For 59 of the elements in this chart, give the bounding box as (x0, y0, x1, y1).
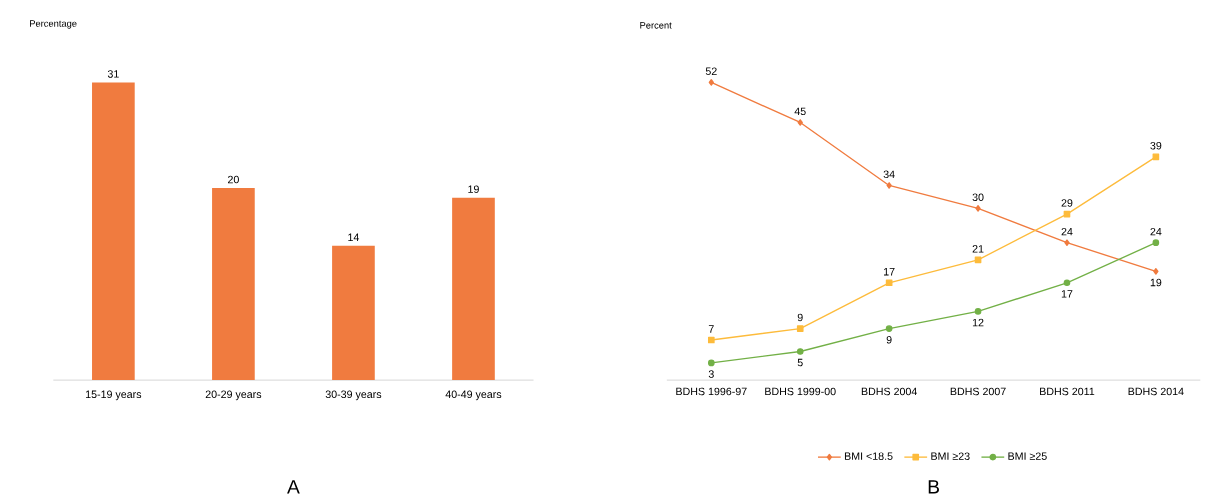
data-label: 39 (1150, 141, 1162, 150)
data-label: 34 (883, 170, 895, 179)
x-tick-label: BDHS 2014 (1128, 387, 1184, 396)
x-tick-label: 30-39 years (325, 390, 382, 401)
point (886, 182, 892, 189)
x-tick-label: BDHS 2011 (1040, 387, 1095, 396)
point (1152, 239, 1160, 247)
data-label: 5 (797, 358, 803, 367)
data-label: 7 (708, 325, 714, 333)
data-label: 17 (1061, 290, 1073, 298)
data-label: 45 (794, 107, 806, 116)
y-axis-title: Percent (640, 22, 672, 29)
point (796, 348, 804, 355)
point (708, 79, 714, 86)
data-label: 29 (1061, 199, 1073, 207)
x-tick-label: 40-49 years (445, 390, 502, 401)
x-tick-label: 15-19 years (86, 390, 142, 401)
point (797, 119, 803, 126)
text: A (287, 480, 300, 494)
data-label: 12 (972, 318, 984, 327)
data-label: 19 (468, 185, 479, 193)
legend-label: BMI ≥23 (931, 452, 970, 461)
x-tick-label: 20-29 years (205, 390, 262, 401)
point (707, 336, 715, 344)
data-label: 24 (1061, 227, 1073, 236)
x-tick-label: BDHS 1996-97 (676, 387, 747, 396)
data-label: 30 (972, 193, 984, 202)
bar (332, 245, 375, 381)
point (1063, 279, 1071, 287)
x-tick-label: BDHS 2007 (950, 387, 1006, 396)
x-tick-label: BDHS 2004 (861, 387, 917, 396)
point (885, 325, 893, 332)
data-label: 20 (228, 175, 239, 184)
point (974, 308, 982, 315)
bar (92, 82, 135, 381)
data-label: 9 (797, 313, 803, 322)
data-label: 31 (107, 70, 119, 78)
legend-label: BMI ≥25 (1008, 452, 1047, 461)
point (707, 359, 715, 367)
bar (452, 197, 495, 381)
point (975, 205, 981, 212)
data-label: 24 (1150, 227, 1162, 236)
point (796, 325, 804, 332)
point (885, 279, 893, 287)
point (1152, 153, 1160, 161)
data-label: 21 (972, 245, 984, 253)
legend-label: BMI <18.5 (844, 452, 893, 461)
data-label: 17 (884, 268, 895, 276)
data-label: 19 (1150, 278, 1162, 287)
bar (212, 188, 255, 381)
data-label: 3 (708, 370, 714, 378)
data-label: 9 (886, 336, 892, 344)
x-tick-label: BDHS 1999-00 (765, 387, 836, 396)
point (1153, 268, 1159, 275)
text: B (928, 480, 939, 494)
point (1064, 239, 1070, 247)
y-axis-title: Percentage (30, 20, 77, 29)
data-label: 52 (705, 67, 717, 76)
data-label: 14 (348, 233, 360, 242)
